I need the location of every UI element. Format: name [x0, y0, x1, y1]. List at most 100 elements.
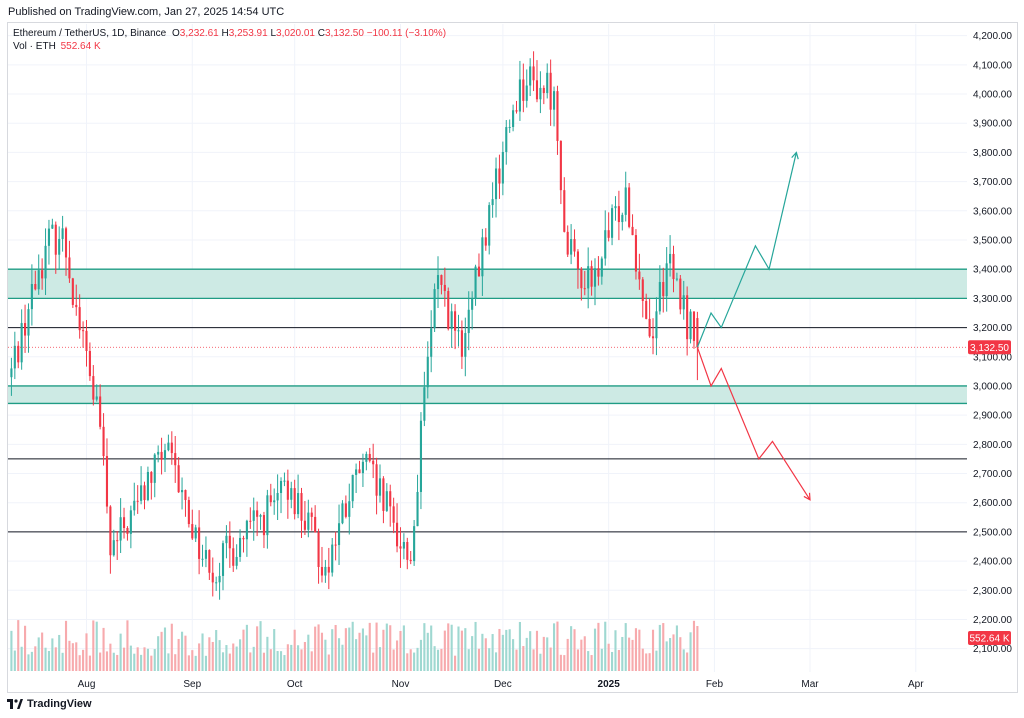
candle-body — [563, 190, 566, 232]
volume-bar — [402, 625, 405, 671]
candle-body — [204, 550, 208, 559]
chart-frame[interactable] — [7, 22, 1018, 693]
last-price-tag — [968, 340, 1011, 355]
candle-body — [78, 307, 81, 331]
candle-body — [396, 522, 399, 547]
candle-body — [628, 187, 631, 227]
volume-bar — [310, 651, 313, 671]
candle-body — [402, 541, 405, 549]
y-tick-label: 3,900.00 — [973, 119, 1012, 130]
volume-bar — [515, 649, 518, 671]
volume-bar — [580, 639, 583, 671]
candle-body — [471, 298, 474, 310]
volume-bar — [399, 630, 402, 671]
candle-body — [266, 495, 269, 536]
volume-bar — [375, 622, 378, 671]
volume-bar — [471, 636, 474, 671]
volume-bar — [167, 653, 170, 671]
volume-bar — [583, 636, 586, 671]
y-tick-label: 3,100.00 — [973, 352, 1012, 363]
volume-bar — [276, 651, 279, 671]
legend-change: −100.11 (−3.10%) — [366, 28, 447, 39]
volume-bar — [34, 646, 37, 671]
candle-body — [331, 544, 334, 573]
volume-bar — [665, 641, 668, 671]
volume-bar — [443, 630, 446, 671]
candle-body — [542, 87, 545, 94]
volume-bar — [651, 629, 655, 671]
volume-bar — [331, 629, 334, 671]
volume-bar — [177, 638, 180, 671]
volume-bar — [150, 655, 153, 671]
volume-bar — [501, 634, 504, 671]
brand-name: TradingView — [27, 698, 92, 710]
candle-body — [484, 237, 487, 246]
volume-bar — [24, 625, 27, 671]
candle-body — [413, 526, 416, 562]
y-tick-label: 2,900.00 — [973, 411, 1012, 422]
volume-bar — [467, 649, 470, 671]
volume-bar — [95, 621, 98, 671]
volume-bar — [327, 654, 330, 671]
candle-body — [211, 572, 214, 583]
volume-bar — [368, 622, 371, 671]
volume-bar — [324, 639, 327, 671]
candle-body — [477, 266, 481, 277]
volume-bar — [488, 648, 491, 671]
volume-bar — [361, 628, 364, 671]
volume-bar — [617, 650, 620, 671]
volume-bar — [293, 629, 296, 671]
candle-body — [34, 284, 37, 290]
candle-body — [576, 251, 579, 269]
candle-body — [546, 72, 549, 94]
volume-bar — [256, 626, 259, 671]
candle-body — [290, 488, 293, 500]
y-tick-label: 2,100.00 — [973, 644, 1012, 655]
volume-bar — [518, 621, 521, 671]
candle-body — [112, 540, 115, 556]
volume-bar — [662, 623, 665, 671]
candle-body — [651, 336, 655, 339]
volume-bar — [337, 638, 341, 671]
candle-body — [672, 253, 675, 280]
volume-bar — [634, 628, 638, 671]
volume-bar — [30, 651, 33, 671]
tradingview-brand[interactable]: TradingView — [7, 698, 92, 710]
candle-body — [392, 506, 395, 523]
candle-body — [191, 524, 194, 539]
candle-body — [593, 268, 597, 287]
volume-bar — [297, 645, 300, 671]
volume-bar — [314, 626, 317, 671]
candle-body — [276, 493, 279, 501]
legend-open-label: O — [172, 28, 180, 39]
candle-body — [307, 512, 310, 530]
volume-bar — [457, 626, 460, 671]
volume-bar — [389, 625, 392, 671]
candle-body — [621, 214, 624, 223]
candle-body — [303, 520, 306, 530]
candle-body — [334, 544, 337, 546]
volume-bar — [259, 621, 262, 671]
candle-body — [682, 295, 685, 310]
volume-bar — [102, 627, 105, 671]
volume-bar — [396, 640, 399, 671]
volume-bar — [641, 648, 644, 671]
candle-body — [262, 515, 266, 536]
legend-close: 3,132.50 — [324, 28, 364, 39]
candle-body — [235, 556, 238, 566]
legend-volume: 552.64 K — [60, 41, 101, 52]
candle-body — [491, 199, 494, 206]
volume-bar — [494, 652, 498, 671]
candle-body — [153, 454, 156, 483]
legend-low-label: L — [270, 28, 277, 39]
candle-body — [665, 263, 668, 297]
volume-bar — [129, 645, 132, 671]
candle-body — [140, 485, 143, 501]
volume-bar — [696, 626, 699, 671]
candle-body — [160, 451, 163, 460]
candle-body — [170, 442, 173, 454]
legend-symbol: Ethereum / TetherUS, 1D, Binance — [13, 28, 167, 39]
volume-bar — [559, 654, 562, 671]
candle-body — [54, 224, 57, 255]
